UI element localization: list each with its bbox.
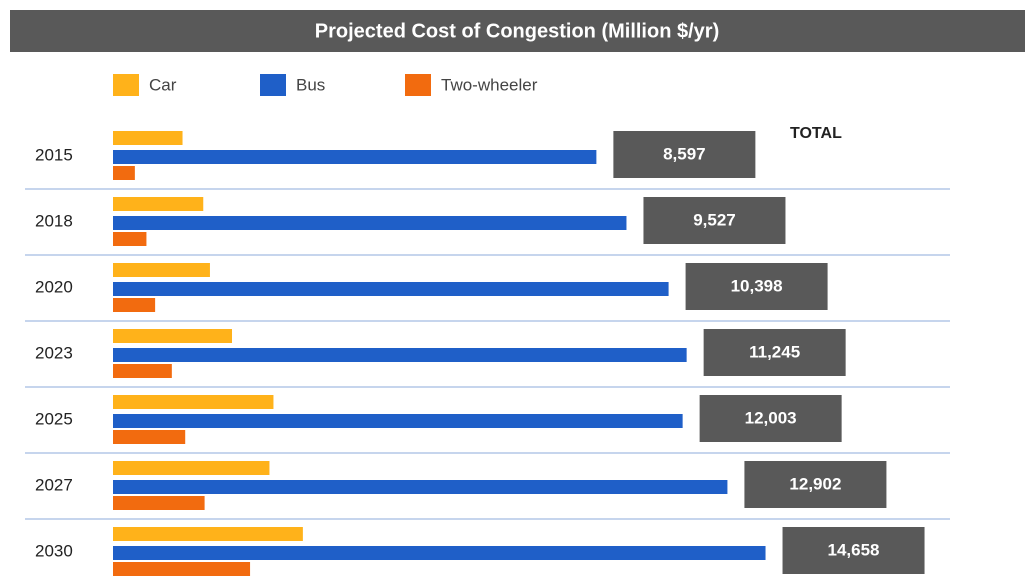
category-label: 2015: [35, 145, 73, 164]
bar: [113, 298, 156, 312]
category-label: 2030: [35, 541, 73, 560]
total-label: 11,245: [749, 342, 800, 361]
bar: [113, 150, 597, 164]
totals-title: TOTAL: [790, 125, 842, 142]
legend-swatch: [405, 74, 431, 96]
bar: [113, 480, 728, 494]
bar: [113, 216, 627, 230]
category-label: 2023: [35, 343, 73, 362]
total-label: 8,597: [663, 144, 706, 163]
total-box: [643, 197, 786, 244]
category-label: 2020: [35, 277, 73, 296]
bar: [113, 395, 274, 409]
total-box: [685, 263, 828, 310]
bar: [113, 232, 147, 246]
total-label: 10,398: [731, 276, 783, 295]
total-label: 12,902: [789, 474, 841, 493]
category-label: 2027: [35, 475, 73, 494]
bar: [113, 430, 186, 444]
bar: [113, 131, 183, 145]
total-box: [703, 329, 846, 376]
legend-label: Car: [149, 75, 177, 94]
bar: [113, 364, 172, 378]
total-label: 14,658: [828, 540, 880, 559]
bar: [113, 527, 303, 541]
bar: [113, 348, 687, 362]
bar: [113, 496, 205, 510]
bar: [113, 546, 766, 560]
category-label: 2018: [35, 211, 73, 230]
total-box: [613, 131, 756, 178]
chart-title: Projected Cost of Congestion (Million $/…: [315, 20, 719, 42]
category-label: 2025: [35, 409, 73, 428]
title-bar: [10, 10, 1025, 52]
total-box: [782, 527, 925, 574]
total-box: [744, 461, 887, 508]
legend-label: Bus: [296, 75, 325, 94]
total-label: 9,527: [693, 210, 736, 229]
bar: [113, 461, 270, 475]
bar: [113, 329, 233, 343]
bar: [113, 166, 135, 180]
legend-label: Two-wheeler: [441, 75, 538, 94]
bar: [113, 263, 210, 277]
legend-swatch: [113, 74, 139, 96]
bar: [113, 197, 204, 211]
total-label: 12,003: [745, 408, 797, 427]
bar: [113, 414, 683, 428]
total-box: [699, 395, 842, 442]
legend-swatch: [260, 74, 286, 96]
bar: [113, 562, 251, 576]
bar: [113, 282, 669, 296]
